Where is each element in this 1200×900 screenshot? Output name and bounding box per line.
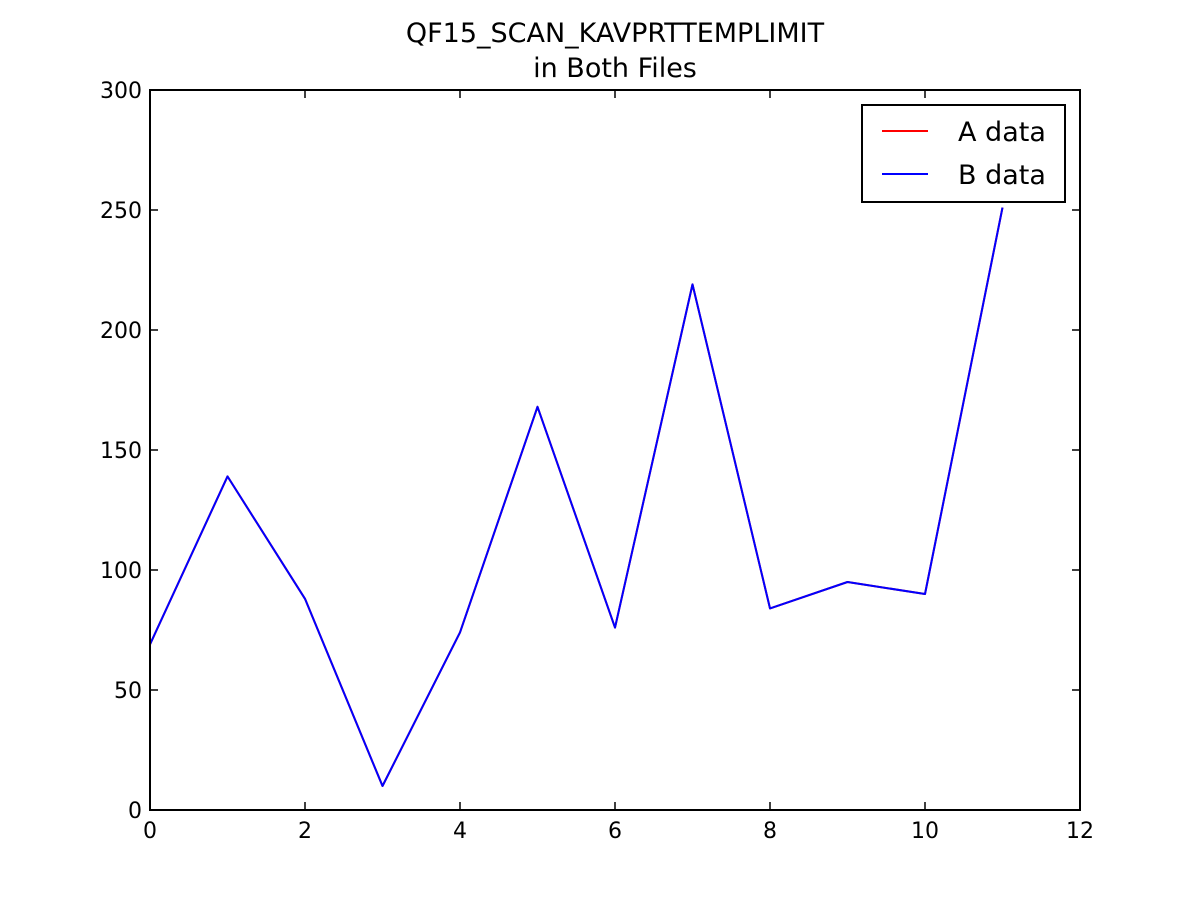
x-tick-label: 0: [143, 819, 157, 844]
y-tick-label: 150: [100, 439, 142, 464]
x-tick-label: 12: [1066, 819, 1094, 844]
y-tick-label: 200: [100, 319, 142, 344]
y-tick-label: 300: [100, 79, 142, 104]
y-tick-label: 250: [100, 199, 142, 224]
x-tick-label: 8: [763, 819, 777, 844]
series-line-b: [150, 207, 1004, 787]
y-tick-label: 100: [100, 559, 142, 584]
legend-label-b: B data: [958, 160, 1046, 191]
series-layer: [150, 207, 1004, 787]
chart-subtitle: in Both Files: [533, 53, 697, 84]
x-tick-label: 4: [453, 819, 467, 844]
x-tick-label: 2: [298, 819, 312, 844]
series-line-a: [150, 207, 1004, 787]
y-tick-label: 50: [114, 679, 142, 704]
legend: A data B data: [861, 104, 1066, 203]
x-tick-label: 6: [608, 819, 622, 844]
x-tick-label: 10: [911, 819, 939, 844]
legend-box: [861, 104, 1066, 203]
y-tick-label: 0: [128, 799, 142, 824]
axes-layer: 0 2 4 6 8 10 12 0 50 100 150 200 250 300: [100, 79, 1094, 844]
chart-title: QF15_SCAN_KAVPRTTEMPLIMIT: [405, 18, 825, 49]
legend-label-a: A data: [958, 117, 1046, 148]
